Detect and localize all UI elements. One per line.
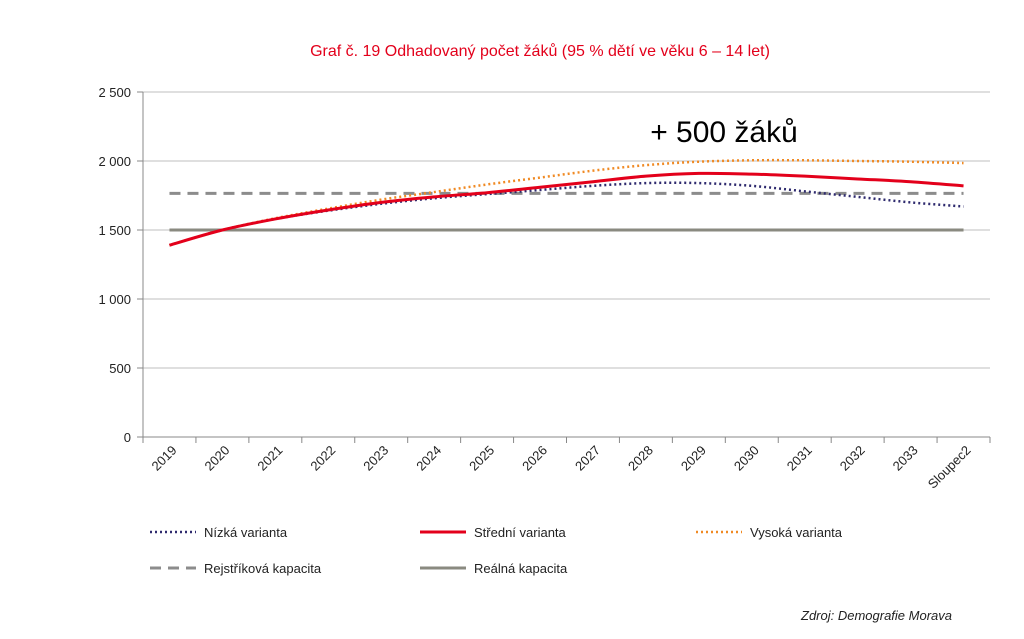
x-tick-label: 2030 (731, 443, 762, 474)
legend-label: Nízká varianta (204, 525, 288, 540)
source-note: Zdroj: Demografie Morava (801, 608, 952, 623)
x-tick-label: 2021 (254, 443, 285, 474)
y-tick-label: 500 (109, 361, 131, 376)
x-tick-label: 2025 (466, 443, 497, 474)
series-line-stredni-varianta (169, 171, 964, 247)
x-tick-label: 2026 (519, 443, 550, 474)
y-tick-label: 2 000 (98, 154, 131, 169)
x-tick-label: 2033 (890, 443, 921, 474)
legend-label: Střední varianta (474, 525, 567, 540)
chart-title: Graf č. 19 Odhadovaný počet žáků (95 % d… (310, 42, 770, 60)
y-tick-label: 1 000 (98, 292, 131, 307)
x-tick-label: 2032 (837, 443, 868, 474)
legend-label: Reálná kapacita (474, 561, 568, 576)
x-tick-label: Sloupec2 (925, 443, 974, 492)
x-tick-label: 2027 (572, 443, 603, 474)
x-tick-label: 2029 (678, 443, 709, 474)
y-tick-label: 2 500 (98, 85, 131, 100)
x-tick-label: 2031 (784, 443, 815, 474)
series-line-vysoka-varianta (169, 158, 964, 247)
x-tick-label: 2020 (201, 443, 232, 474)
legend-label: Vysoká varianta (750, 525, 843, 540)
x-tick-label: 2019 (149, 443, 180, 474)
y-tick-label: 0 (124, 430, 131, 445)
annotation-label: + 500 žáků (650, 116, 798, 149)
x-tick-label: 2023 (360, 443, 391, 474)
x-tick-label: 2028 (625, 443, 656, 474)
legend-label: Rejstříková kapacita (204, 561, 322, 576)
x-tick-label: 2022 (307, 443, 338, 474)
x-tick-label: 2024 (413, 443, 444, 474)
y-tick-label: 1 500 (98, 223, 131, 238)
